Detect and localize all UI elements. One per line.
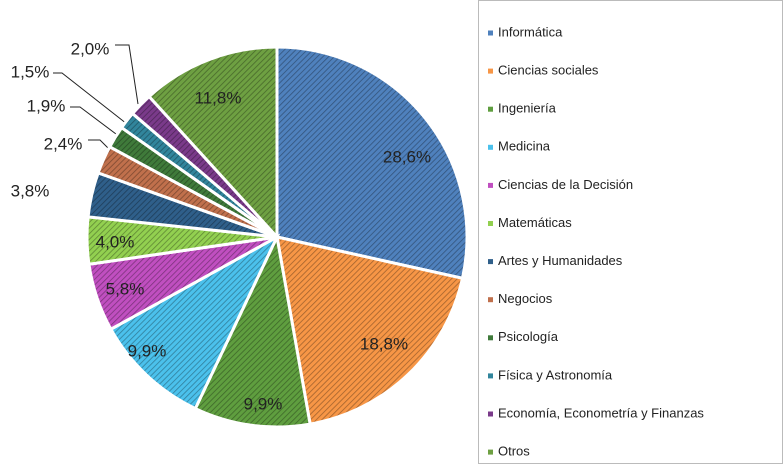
legend-label: Artes y Humanidades (498, 253, 623, 268)
pie-slice (275, 235, 465, 426)
data-label: 9,9% (244, 394, 283, 413)
data-label: 11,8% (195, 88, 242, 107)
pie-slice (108, 233, 281, 411)
legend-marker (488, 221, 493, 226)
legend-label: Medicina (498, 139, 551, 154)
legend-label: Psicología (498, 329, 559, 344)
legend-label: Economía, Econometría y Finanzas (498, 405, 704, 420)
data-label: 28,6% (383, 147, 431, 166)
legend-label: Informática (498, 24, 563, 39)
legend-marker (488, 30, 493, 36)
legend-marker (488, 144, 493, 150)
legend-label: Otros (498, 444, 530, 459)
data-label: 1,9% (27, 96, 66, 115)
leader-line (70, 106, 125, 141)
legend-marker (488, 449, 493, 455)
legend-box (478, 0, 783, 464)
data-label: 9,9% (128, 341, 167, 360)
data-label: 3,8% (11, 181, 50, 200)
data-label: 5,8% (106, 279, 145, 298)
legend-marker (488, 297, 493, 303)
legend-label: Matemáticas (498, 215, 572, 230)
legend-label: Física y Astronomía (498, 367, 613, 382)
pie-slice (275, 45, 469, 281)
pie-slice (146, 45, 279, 241)
legend-marker (488, 411, 493, 417)
data-label: 1,5% (11, 62, 50, 81)
data-label: 4,0% (96, 232, 135, 251)
legend-marker (488, 182, 493, 188)
legend-marker (488, 106, 493, 112)
leader-line (115, 44, 139, 105)
legend-marker (488, 373, 493, 379)
legend-label: Ciencias sociales (498, 63, 599, 78)
pie-slice (193, 232, 312, 429)
data-label: 2,4% (44, 134, 83, 153)
data-label: 18,8% (360, 334, 408, 353)
leader-line (53, 72, 128, 125)
legend-label: Ciencias de la Decisión (498, 177, 633, 192)
legend-marker (488, 259, 493, 265)
legend-label: Negocios (498, 291, 553, 306)
data-label: 2,0% (71, 39, 110, 58)
legend-marker (488, 335, 493, 341)
legend-label: Ingeniería (498, 101, 557, 116)
legend-marker (488, 68, 493, 74)
